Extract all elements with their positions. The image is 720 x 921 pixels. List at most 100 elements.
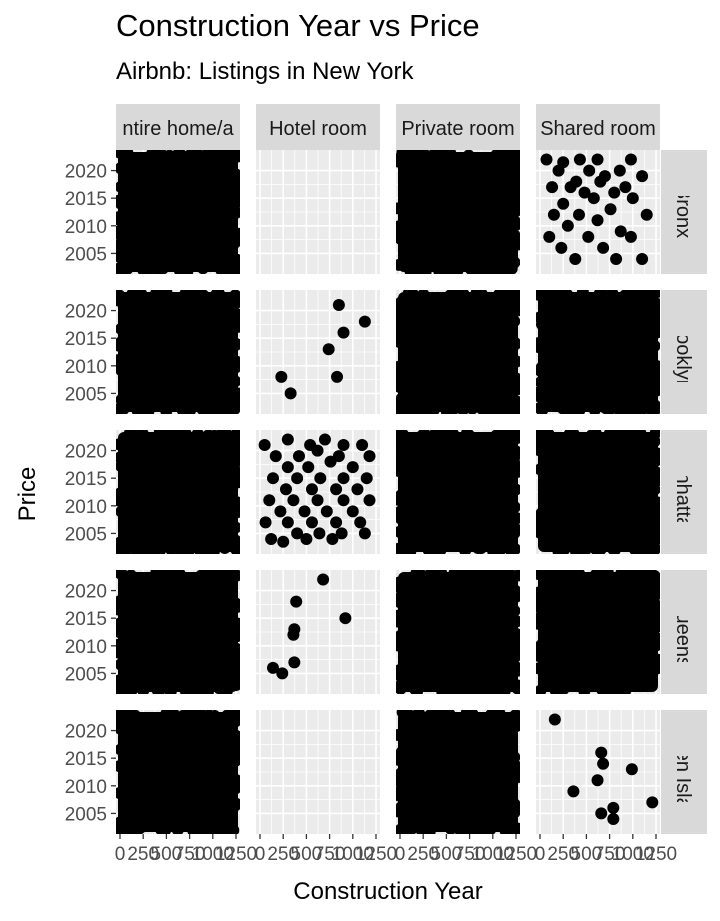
data-point <box>508 315 520 328</box>
data-point <box>578 186 591 199</box>
data-point <box>509 445 520 458</box>
y-tick-label: 2005 <box>65 524 107 545</box>
panel-points <box>275 299 371 400</box>
column-strip <box>536 104 660 150</box>
data-point <box>311 494 324 507</box>
data-point <box>396 729 405 742</box>
data-point <box>116 322 128 335</box>
data-point <box>337 472 350 485</box>
data-point <box>447 290 460 299</box>
data-point <box>332 299 345 312</box>
data-point <box>459 544 472 554</box>
data-point <box>396 581 406 594</box>
data-point <box>649 399 660 412</box>
data-point <box>557 197 570 210</box>
data-point <box>396 823 407 834</box>
data-point <box>468 264 481 274</box>
data-point <box>171 823 184 834</box>
row-strip-label: Staten Islanc <box>672 714 694 830</box>
data-point <box>454 822 467 834</box>
data-point <box>159 570 172 582</box>
data-point <box>649 504 660 517</box>
data-point <box>618 430 631 439</box>
data-point <box>648 578 660 591</box>
data-point <box>599 402 612 414</box>
data-point <box>231 630 240 643</box>
data-point <box>230 186 240 199</box>
data-point <box>180 710 193 722</box>
data-point <box>150 570 163 579</box>
panel-points <box>116 710 240 834</box>
data-point <box>578 685 591 694</box>
data-point <box>568 430 581 442</box>
data-point <box>229 375 240 388</box>
data-point <box>281 516 294 529</box>
data-point <box>231 506 240 519</box>
data-point <box>324 455 337 468</box>
data-point <box>591 153 604 166</box>
data-point <box>354 516 367 529</box>
data-point <box>300 532 313 545</box>
data-point <box>542 430 555 441</box>
data-point <box>346 461 359 474</box>
data-point <box>330 483 343 496</box>
data-point <box>396 465 406 478</box>
data-point <box>335 527 348 540</box>
data-point <box>508 751 520 764</box>
data-point <box>457 290 470 301</box>
panel-points <box>396 290 520 414</box>
data-point <box>552 164 565 177</box>
data-point <box>607 812 620 825</box>
data-point <box>230 729 240 742</box>
data-point <box>259 516 272 529</box>
panel-points <box>258 433 376 548</box>
data-point <box>536 463 547 476</box>
data-point <box>445 404 458 414</box>
data-point <box>116 743 127 756</box>
data-point <box>604 430 616 440</box>
data-point <box>608 186 621 199</box>
data-point <box>277 535 290 548</box>
data-point <box>184 404 197 414</box>
data-point <box>607 543 620 554</box>
data-point <box>231 387 240 400</box>
data-point <box>116 505 128 518</box>
y-tick-label: 2020 <box>65 162 107 183</box>
data-point <box>569 252 582 265</box>
data-point <box>116 674 125 687</box>
data-point <box>180 685 193 694</box>
data-point <box>116 451 126 464</box>
data-point <box>445 264 458 274</box>
panel-points <box>266 573 352 680</box>
data-point <box>358 527 371 540</box>
data-point <box>396 753 405 766</box>
y-tick-label: 2015 <box>65 609 107 630</box>
data-point <box>591 774 604 787</box>
data-point <box>346 505 359 518</box>
data-point <box>588 404 601 414</box>
data-point <box>320 505 333 518</box>
data-point <box>258 439 271 452</box>
data-point <box>217 150 230 162</box>
row-strip <box>661 710 707 834</box>
data-point <box>579 543 592 554</box>
data-point <box>508 256 520 269</box>
data-point <box>116 596 127 609</box>
data-point <box>597 241 610 254</box>
data-point <box>231 296 240 309</box>
x-tick-label: 750 <box>454 844 486 865</box>
data-point <box>229 464 240 477</box>
data-point <box>116 570 127 580</box>
panel-points <box>116 430 240 554</box>
data-point <box>396 380 406 393</box>
data-point <box>498 684 511 694</box>
y-tick-label: 2020 <box>65 582 107 603</box>
panel-points <box>548 713 659 825</box>
data-point <box>626 192 639 205</box>
y-tick-label: 2010 <box>65 777 107 798</box>
column-strip-label: ntire home/a <box>122 118 234 140</box>
data-point <box>564 181 577 194</box>
row-strip-label: Brooklyn <box>672 313 694 391</box>
data-point <box>314 472 327 485</box>
